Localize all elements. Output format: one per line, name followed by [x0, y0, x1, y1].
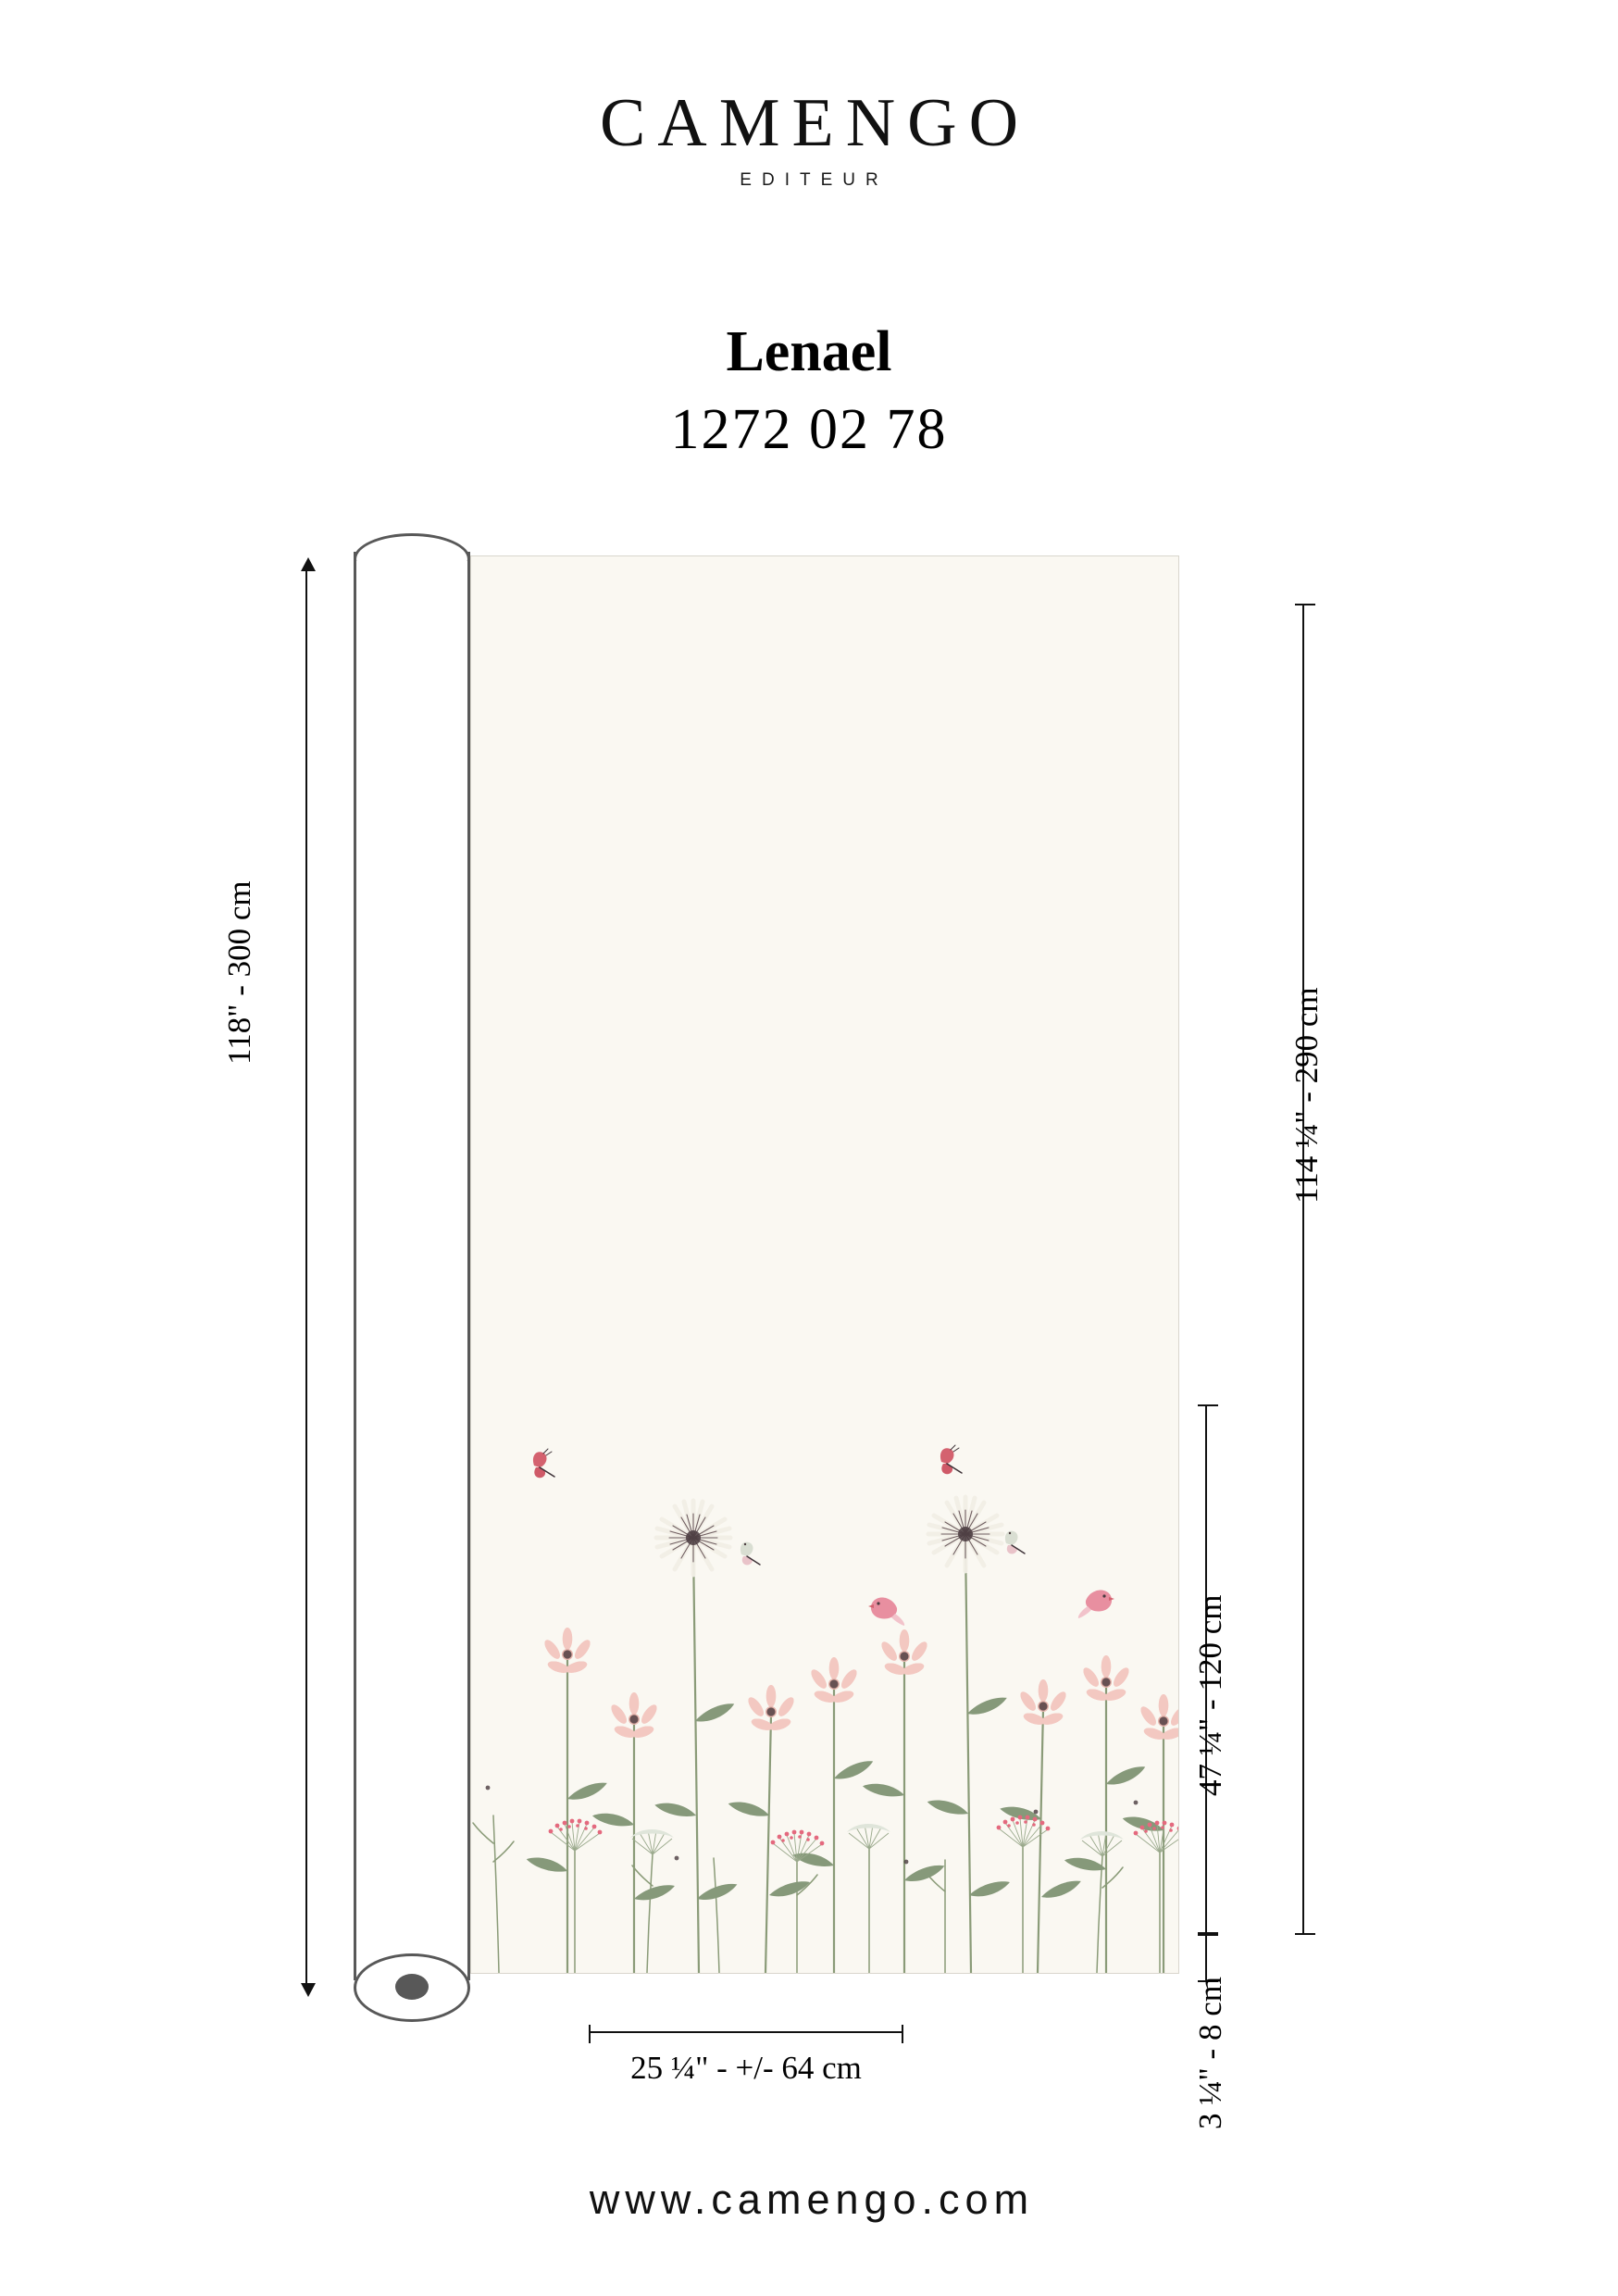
arrow-up-icon	[301, 557, 316, 571]
dimension-line-panel-width	[589, 2025, 903, 2043]
tick-bottom-icon	[1198, 1932, 1218, 1934]
brand-header: CAMENGO EDITEUR	[0, 89, 1618, 191]
tick-top-icon	[1198, 1404, 1218, 1406]
wallpaper-panel	[470, 555, 1179, 1974]
tick-bottom-icon	[1295, 1933, 1315, 1935]
tick-top-icon	[1295, 604, 1315, 605]
arrow-down-icon	[301, 1983, 316, 1997]
floral-border-artwork	[472, 1444, 1178, 1973]
brand-wordmark: CAMENGO	[599, 85, 1031, 161]
product-identity: Lenael 1272 02 78	[0, 320, 1618, 463]
website-url[interactable]: www.camengo.com	[589, 2176, 1035, 2223]
dimension-label-hem-height: 3 ¼" - 8 cm	[1192, 1977, 1228, 2129]
dimension-line-roll-height	[301, 557, 316, 1997]
wallpaper-roll-core	[395, 1974, 429, 2000]
dimension-label-panel-height: 114 ¼" - 290 cm	[1288, 987, 1325, 1204]
dimension-line-hem-height	[1198, 1934, 1218, 1982]
dimension-label-roll-height: 118" - 300 cm	[221, 880, 257, 1065]
brand-tagline: EDITEUR	[740, 170, 889, 190]
tick-right-icon	[902, 2025, 903, 2043]
dimension-line-border-height	[1198, 1404, 1218, 1934]
wallpaper-roll-body	[354, 552, 470, 1980]
dimension-label-panel-width: 25 ¼" - +/- 64 cm	[630, 2050, 862, 2086]
tick-top-icon	[1198, 1934, 1218, 1936]
tick-bottom-icon	[1198, 1980, 1218, 1982]
product-name: Lenael	[726, 320, 892, 383]
dimension-label-border-height: 47 ¼" - 120 cm	[1192, 1594, 1228, 1796]
product-code: 1272 02 78	[670, 398, 948, 462]
wallpaper-roll-top-mask	[356, 561, 467, 589]
dimension-line-panel-height	[1295, 604, 1315, 1935]
tick-left-icon	[589, 2025, 591, 2043]
